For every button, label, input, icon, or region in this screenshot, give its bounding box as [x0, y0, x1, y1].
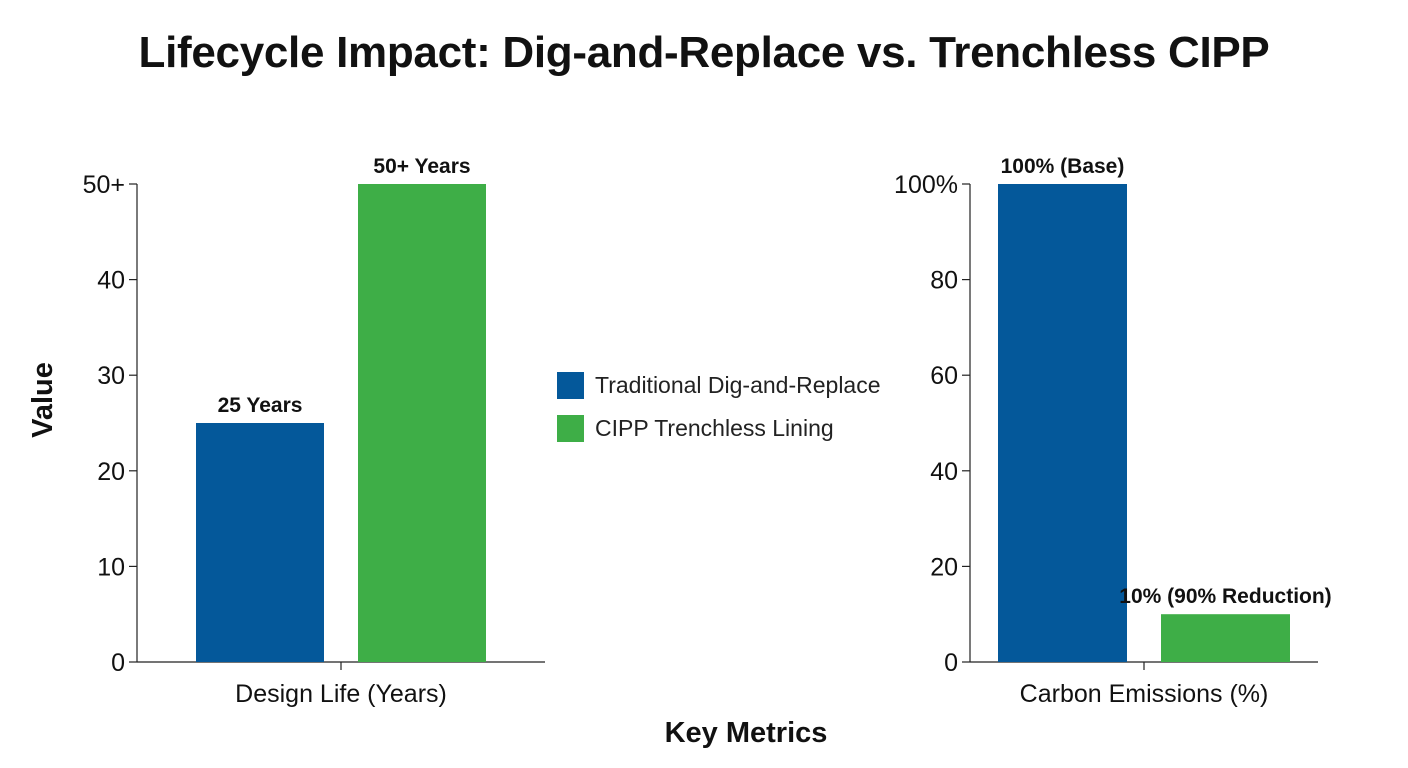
y-tick-label: 80 [930, 267, 958, 295]
legend-item-cipp: CIPP Trenchless Lining [557, 413, 881, 443]
category-label: Design Life (Years) [235, 680, 447, 708]
y-tick-label: 0 [944, 649, 958, 677]
bar-traditional-design-life [196, 423, 324, 662]
y-tick-label: 20 [97, 458, 125, 486]
legend-swatch-cipp [557, 414, 584, 442]
bar-cipp-design-life [358, 184, 486, 662]
legend-label-traditional: Traditional Dig-and-Replace [595, 371, 881, 398]
legend-item-traditional: Traditional Dig-and-Replace [557, 370, 881, 400]
y-tick-label: 10 [97, 553, 125, 581]
chart-title: Lifecycle Impact: Dig-and-Replace vs. Tr… [138, 28, 1270, 77]
x-axis-title: Key Metrics [665, 717, 828, 749]
y-tick-label: 30 [97, 362, 125, 390]
y-tick-label: 40 [97, 267, 125, 295]
bar-value-label: 100% (Base) [1001, 155, 1125, 178]
y-tick-label: 0 [111, 649, 125, 677]
legend-swatch-traditional [557, 371, 584, 399]
bar-traditional-carbon-emissions [998, 184, 1127, 662]
panel-design-life: 0 10 20 30 40 50+ 25 Years 50+ Years Design Life… [83, 155, 545, 708]
bar-value-label: 50+ Years [373, 155, 470, 178]
legend-label-cipp: CIPP Trenchless Lining [595, 414, 834, 441]
bar-cipp-carbon-emissions [1161, 614, 1290, 662]
y-tick-label: 20 [930, 553, 958, 581]
panel-carbon-emissions: 0 20 40 60 80 100% 100% (Base) 10% (90% Reducti… [894, 155, 1332, 708]
bar-value-label: 25 Years [218, 394, 303, 417]
legend: Traditional Dig-and-Replace CIPP Trenchl… [557, 370, 881, 456]
bar-value-label: 10% (90% Reduction) [1119, 585, 1331, 608]
y-tick-label: 100% [894, 171, 958, 199]
y-tick-label: 60 [930, 362, 958, 390]
y-tick-label: 40 [930, 458, 958, 486]
category-label: Carbon Emissions (%) [1020, 680, 1269, 708]
y-axis-title: Value [27, 362, 59, 438]
y-tick-label: 50+ [83, 171, 125, 199]
